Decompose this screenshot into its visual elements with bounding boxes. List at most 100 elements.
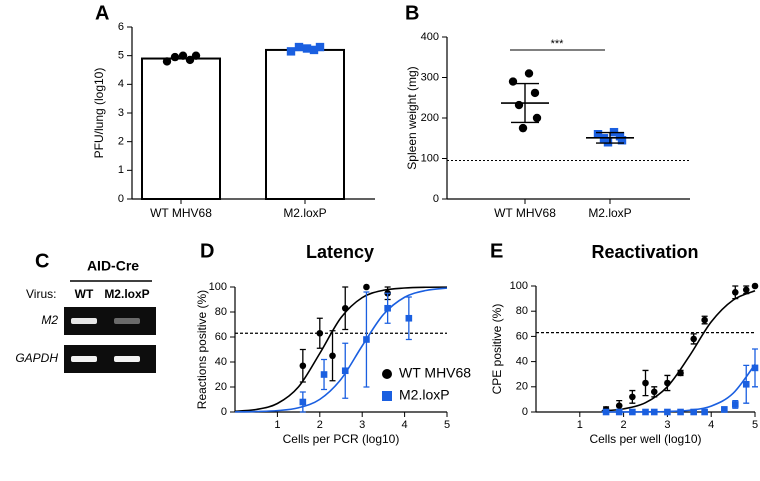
y-tick-label: 300 <box>421 71 439 83</box>
circle-marker <box>341 304 349 312</box>
square-marker <box>721 406 728 413</box>
y-tick-label: 400 <box>421 31 439 43</box>
gel-band <box>71 356 97 362</box>
x-tick-label: 2 <box>621 419 627 431</box>
y-tick-label: 60 <box>516 330 528 342</box>
square-marker <box>690 408 697 416</box>
x-tick-label: WT MHV68 <box>150 206 212 220</box>
square-marker <box>677 408 684 416</box>
x-tick-label: 4 <box>708 419 714 431</box>
gel-title: AID-Cre <box>87 258 139 274</box>
row-label: Virus: <box>26 287 56 301</box>
circle-marker <box>530 88 540 98</box>
y-axis-label: Reactions positive (%) <box>195 290 209 409</box>
fit-curve <box>234 287 448 413</box>
square-marker <box>642 408 649 416</box>
square-marker <box>629 408 636 416</box>
fit-curve <box>601 290 756 412</box>
circle-marker <box>363 283 370 291</box>
square-marker <box>363 336 370 343</box>
x-axis-label: Cells per PCR (log10) <box>283 432 400 446</box>
sd-bar <box>596 131 624 144</box>
panel-letter: D <box>200 240 214 262</box>
square-marker <box>701 408 708 416</box>
sd-bar <box>511 82 539 124</box>
y-tick-label: 2 <box>118 136 124 148</box>
fit-curve <box>234 286 448 413</box>
circle-marker <box>185 55 195 65</box>
x-axis-label: Cells per well (log10) <box>589 432 701 446</box>
x-tick-label: 3 <box>664 419 670 431</box>
chart-title: Reactivation <box>591 242 698 262</box>
circle-marker <box>178 51 188 60</box>
circle-marker <box>615 402 623 410</box>
circle-marker <box>329 352 336 360</box>
x-tick-label: 4 <box>402 419 408 431</box>
y-tick-label: 40 <box>215 356 227 368</box>
panel-letter: B <box>405 2 419 24</box>
y-tick-label: 100 <box>421 152 439 164</box>
x-tick-label: 1 <box>577 419 583 431</box>
y-tick-label: 100 <box>510 280 528 292</box>
x-tick-label: 1 <box>274 419 280 431</box>
y-tick-label: 20 <box>215 381 227 393</box>
y-tick-label: 0 <box>433 193 439 205</box>
circle-marker <box>382 369 392 379</box>
x-tick-label: M2.loxP <box>588 206 631 220</box>
square-marker <box>315 42 325 52</box>
chart-title: Latency <box>306 242 374 262</box>
y-tick-label: 40 <box>516 356 528 368</box>
square-marker <box>299 398 307 406</box>
square-marker <box>731 401 739 408</box>
y-tick-label: 200 <box>421 112 439 124</box>
band-label: M2 <box>41 313 58 327</box>
square-marker <box>302 44 312 53</box>
gel-band <box>71 318 97 324</box>
square-marker <box>384 304 391 312</box>
y-tick-label: 6 <box>118 21 124 33</box>
panel-letter: C <box>35 250 49 272</box>
y-tick-label: 0 <box>118 193 124 205</box>
circle-marker <box>664 379 671 387</box>
y-tick-label: 4 <box>118 78 124 90</box>
square-marker <box>294 42 304 52</box>
panel-letter: A <box>95 2 109 24</box>
bar <box>265 48 345 200</box>
y-tick-label: 1 <box>118 164 124 176</box>
square-marker <box>405 314 413 322</box>
x-tick-label: M2.loxP <box>283 206 326 220</box>
x-tick-label: 2 <box>317 419 323 431</box>
y-tick-label: 20 <box>516 381 528 393</box>
circle-marker <box>642 379 649 387</box>
circle-marker <box>514 100 524 110</box>
legend-label: M2.loxP <box>399 387 450 403</box>
circle-marker <box>629 393 636 401</box>
x-tick-label: 3 <box>359 419 365 431</box>
square-marker <box>742 380 750 388</box>
x-tick-label: WT MHV68 <box>494 206 556 220</box>
circle-marker <box>731 289 739 296</box>
square-marker <box>615 408 623 416</box>
square-marker <box>664 408 671 416</box>
circle-marker <box>518 123 528 133</box>
square-marker <box>341 367 349 375</box>
circle-marker <box>508 77 518 86</box>
square-marker <box>603 138 613 147</box>
legend-label: WT MHV68 <box>399 365 471 381</box>
lane-label: M2.loxP <box>104 287 149 301</box>
square-marker <box>320 371 328 378</box>
y-axis-label: PFU/lung (log10) <box>92 68 106 159</box>
circle-marker <box>170 52 180 62</box>
significance-label: *** <box>551 38 565 50</box>
circle-marker <box>742 286 750 294</box>
circle-marker <box>524 69 534 78</box>
circle-marker <box>162 57 172 66</box>
gel-band <box>114 318 140 324</box>
y-tick-label: 60 <box>215 331 227 343</box>
square-marker <box>602 408 610 416</box>
circle-marker <box>751 282 759 290</box>
circle-marker <box>701 316 708 324</box>
panel-letter: E <box>490 240 503 262</box>
y-axis-label: Spleen weight (mg) <box>405 66 419 169</box>
